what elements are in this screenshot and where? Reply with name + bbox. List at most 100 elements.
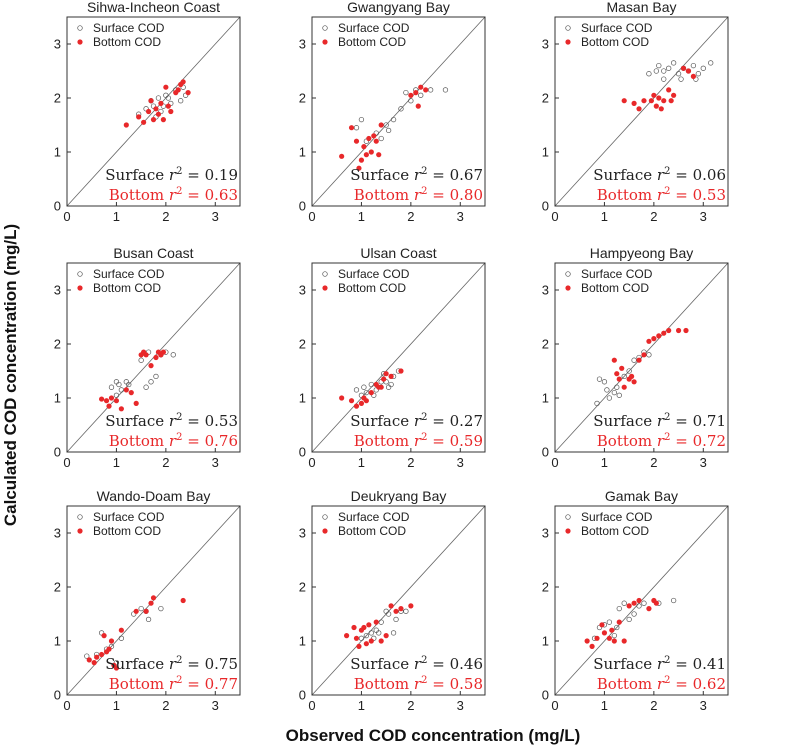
annotation-label: Bottom bbox=[597, 432, 652, 450]
bottom-cod-point bbox=[415, 103, 421, 109]
annotation-label: Bottom bbox=[597, 675, 652, 693]
bottom-cod-point bbox=[163, 84, 169, 90]
legend-surface-marker bbox=[77, 271, 83, 277]
x-tick-label: 1 bbox=[113, 455, 120, 470]
bottom-cod-point bbox=[383, 633, 389, 639]
surface-cod-point bbox=[427, 87, 434, 93]
surface-cod-point bbox=[708, 60, 714, 66]
bottom-cod-point bbox=[668, 98, 674, 104]
bottom-cod-point bbox=[348, 125, 355, 131]
r-squared-annotation: Surface r2 = 0.71 bbox=[593, 412, 726, 430]
bottom-cod-point bbox=[376, 152, 382, 158]
bottom-cod-point bbox=[356, 165, 362, 171]
equals-sign: = bbox=[182, 655, 204, 673]
x-tick-label: 2 bbox=[407, 698, 414, 713]
y-axis-label: Calculated COD concentration (mg/L) bbox=[1, 224, 20, 526]
x-tick-label: 1 bbox=[358, 698, 365, 713]
r-squared-value: 0.27 bbox=[450, 412, 483, 430]
superscript-two: 2 bbox=[664, 412, 670, 423]
surface-cod-point bbox=[393, 616, 399, 623]
one-to-one-line bbox=[66, 16, 241, 207]
panel-title: Gwangyang Bay bbox=[347, 0, 450, 15]
r-squared-annotation: Bottom r2 = 0.53 bbox=[597, 186, 726, 204]
surface-cod-point bbox=[153, 373, 159, 380]
bottom-cod-point bbox=[99, 396, 105, 402]
r-symbol: r bbox=[409, 655, 422, 673]
surface-cod-point bbox=[84, 653, 90, 659]
surface-cod-point bbox=[388, 381, 394, 388]
superscript-two: 2 bbox=[664, 432, 670, 443]
superscript-two: 2 bbox=[664, 655, 670, 666]
r-symbol: r bbox=[164, 412, 177, 430]
legend-entry: Bottom COD bbox=[338, 524, 406, 538]
surface-cod-point bbox=[118, 635, 125, 641]
equals-sign: = bbox=[670, 186, 692, 204]
bottom-cod-point bbox=[381, 376, 387, 382]
y-tick-label: 3 bbox=[299, 526, 306, 541]
legend-bottom-marker bbox=[565, 285, 571, 291]
r-symbol: r bbox=[652, 432, 665, 450]
r-squared-value: 0.62 bbox=[693, 675, 726, 693]
surface-cod-point bbox=[383, 122, 389, 128]
r-symbol: r bbox=[164, 186, 177, 204]
bottom-cod-point bbox=[158, 100, 164, 106]
bottom-cod-point bbox=[661, 330, 667, 336]
x-tick-label: 1 bbox=[358, 455, 365, 470]
y-tick-label: 2 bbox=[542, 580, 549, 595]
surface-cod-point bbox=[148, 379, 154, 385]
r-squared-annotation: Bottom r2 = 0.76 bbox=[109, 432, 238, 450]
superscript-two: 2 bbox=[664, 186, 670, 197]
r-symbol: r bbox=[409, 412, 422, 430]
bottom-cod-point bbox=[148, 363, 154, 369]
surface-cod-point bbox=[403, 89, 409, 96]
r-squared-value: 0.53 bbox=[693, 186, 726, 204]
r-squared-value: 0.77 bbox=[205, 675, 238, 693]
axes-frame bbox=[311, 505, 486, 696]
r-squared-annotation: Surface r2 = 0.27 bbox=[350, 412, 483, 430]
bottom-cod-point bbox=[368, 149, 374, 155]
bottom-cod-point bbox=[371, 133, 377, 139]
superscript-two: 2 bbox=[421, 186, 427, 197]
r-squared-annotation: Bottom r2 = 0.59 bbox=[354, 432, 483, 450]
annotation-label: Surface bbox=[350, 412, 409, 430]
r-symbol: r bbox=[164, 675, 177, 693]
bottom-cod-point bbox=[631, 379, 637, 385]
equals-sign: = bbox=[427, 432, 449, 450]
one-to-one-line bbox=[311, 16, 486, 207]
surface-cod-point bbox=[661, 76, 667, 82]
legend-bottom-marker bbox=[322, 528, 328, 534]
bottom-cod-point bbox=[614, 371, 620, 377]
one-to-one-line bbox=[554, 16, 729, 207]
x-tick-label: 1 bbox=[113, 209, 120, 224]
annotation-label: Bottom bbox=[109, 432, 164, 450]
bottom-cod-point bbox=[683, 327, 689, 334]
y-tick-label: 2 bbox=[54, 580, 61, 595]
bottom-cod-point bbox=[393, 608, 399, 614]
bottom-cod-point bbox=[609, 627, 615, 633]
bottom-cod-point bbox=[621, 638, 627, 644]
x-tick-label: 3 bbox=[457, 698, 464, 713]
legend-bottom-marker bbox=[77, 285, 83, 291]
r-squared-value: 0.72 bbox=[693, 432, 726, 450]
legend-bottom-marker bbox=[322, 39, 328, 45]
annotation-label: Surface bbox=[350, 655, 409, 673]
legend-surface-marker bbox=[565, 514, 571, 520]
bottom-cod-point bbox=[621, 98, 627, 104]
x-tick-label: 3 bbox=[457, 209, 464, 224]
r-squared-value: 0.59 bbox=[450, 432, 483, 450]
surface-cod-point bbox=[116, 381, 122, 388]
x-tick-label: 1 bbox=[601, 698, 608, 713]
superscript-two: 2 bbox=[421, 412, 427, 423]
bottom-cod-point bbox=[368, 390, 374, 396]
r-squared-value: 0.63 bbox=[205, 186, 238, 204]
surface-cod-point bbox=[163, 92, 169, 98]
r-squared-value: 0.75 bbox=[205, 655, 238, 673]
x-tick-label: 0 bbox=[63, 698, 70, 713]
bottom-cod-point bbox=[378, 638, 384, 644]
equals-sign: = bbox=[182, 412, 204, 430]
bottom-cod-point bbox=[690, 73, 697, 79]
x-tick-label: 0 bbox=[551, 455, 558, 470]
r-squared-annotation: Bottom r2 = 0.80 bbox=[354, 186, 483, 204]
